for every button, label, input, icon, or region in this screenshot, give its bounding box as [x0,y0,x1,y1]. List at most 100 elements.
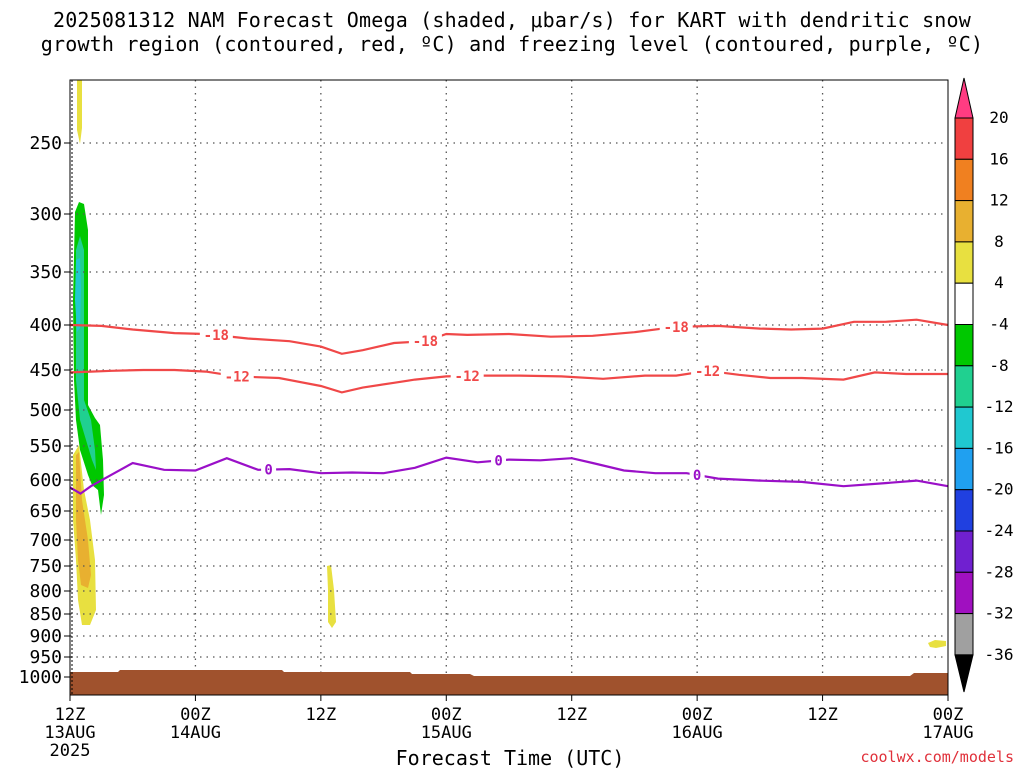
x-tick-label: 00Z [682,705,713,725]
contour-label-bg [199,327,233,344]
terrain-surface [70,670,948,695]
colorbar-swatch [954,324,974,367]
colorbar-label: 16 [989,149,1008,168]
colorbar-swatch [954,241,974,284]
omega-shading [73,80,946,648]
colorbar-swatch [954,571,974,615]
omega-shade-positive-4-8 [73,445,96,625]
x-tick-label: 2025 [50,741,91,761]
omega-shade-negative-12-16 [75,258,81,332]
x-tick-label: 12Z [807,705,838,725]
contour-label-bg [450,367,484,384]
colorbar-label: -36 [985,645,1014,664]
x-tick-label: 00Z [933,705,964,725]
colorbar-swatch [954,282,974,326]
contour-label: -18 [204,328,229,344]
x-tick-label: 15AUG [421,723,472,743]
colorbar-label: -24 [985,521,1014,540]
plot-frame [69,79,949,696]
contours: -18 -18 -18 -12 -12 -12 0 0 0 [69,318,949,495]
colorbar-swatch [954,117,974,160]
contour-label: -18 [664,320,689,336]
y-tick-label: 700 [29,530,62,551]
ground-fill [70,670,948,695]
y-tick-label: 1000 [19,667,62,688]
y-tick-label: 450 [29,360,62,381]
colorbar-swatch [954,406,974,449]
omega-shade-negative-4-8 [73,202,104,515]
chart-title-line-1: 2025081312 NAM Forecast Omega (shaded, μ… [52,8,972,32]
y-axis: 2503003504004505005506006507007508008509… [19,133,70,688]
colorbar-label: -12 [985,397,1014,416]
colorbar-label: -20 [985,480,1014,499]
y-tick-label: 550 [29,436,62,457]
contour-line [69,368,948,394]
colorbar-swatch [954,200,974,243]
contour-label-bg [689,467,705,484]
contour-label: -12 [695,364,720,380]
contour-label-bg [491,452,507,469]
colorbar-swatch [954,158,974,202]
contour-label-bg [659,318,693,335]
omega-shade-negative-8-12 [76,236,96,470]
x-tick-label: 12Z [556,705,587,725]
colorbar-label: 4 [994,273,1004,292]
y-tick-label: 950 [29,647,62,668]
contour-line [69,456,949,495]
colorbar-label: 20 [989,108,1008,127]
y-tick-label: 500 [29,400,62,421]
colorbar-label: 8 [994,232,1004,251]
x-tick-label: 12Z [55,705,86,725]
contour-label-bg [261,461,277,478]
x-axis-title: Forecast Time (UTC) [396,746,625,768]
omega-shade-positive-8-12 [76,452,91,588]
omega-shade-positive-4-8 [928,640,946,648]
colorbar-swatch [954,489,974,532]
colorbar-label: 12 [989,191,1008,210]
x-tick-label: 13AUG [44,723,95,743]
colorbar-label: -4 [989,315,1008,334]
colorbar-swatch [954,613,974,656]
contour-label: -12 [225,369,250,385]
colorbar-bottom-arrow [954,654,974,693]
contour-label-bg [408,333,442,350]
y-tick-label: 850 [29,604,62,625]
y-tick-label: 900 [29,626,62,647]
x-tick-label: 14AUG [170,723,221,743]
contour-label: -18 [413,334,438,350]
grid-lines [70,80,948,695]
source-credit: coolwx.com/models [860,748,1014,766]
colorbar-label: -28 [985,562,1014,581]
x-tick-label: 00Z [431,705,462,725]
colorbar-swatch [954,530,974,573]
y-tick-label: 800 [29,581,62,602]
y-tick-label: 600 [29,470,62,491]
colorbar-swatch [954,447,974,491]
colorbar-label: -8 [989,356,1008,375]
colorbar-label: -16 [985,438,1014,457]
colorbar-swatch [954,365,974,408]
y-tick-label: 650 [29,501,62,522]
contour-label: 0 [693,468,701,484]
y-tick-label: 400 [29,315,62,336]
y-tick-label: 350 [29,262,62,283]
omega-shade-positive-4-8 [327,565,336,628]
contour-label: 0 [264,463,272,479]
contour-label-bg [691,362,725,379]
colorbar-label: -32 [985,604,1014,623]
y-tick-label: 300 [29,204,62,225]
x-tick-label: 00Z [180,705,211,725]
y-tick-label: 750 [29,556,62,577]
colorbar-top-arrow [954,77,974,119]
contour-line [69,318,949,355]
contour-label: -12 [455,369,480,385]
y-tick-label: 250 [29,133,62,154]
x-tick-label: 16AUG [672,723,723,743]
x-tick-label: 12Z [305,705,336,725]
contour-label: 0 [494,454,502,470]
chart-title-line-2: growth region (contoured, red, ºC) and f… [40,32,984,56]
colorbar: 20 16 12 8 4 -4 -8 -12 -16 -20 -24 -28 -32 -36 [954,77,1014,693]
contour-label-bg [220,368,254,385]
omega-shade-positive-4-8 [77,80,82,144]
